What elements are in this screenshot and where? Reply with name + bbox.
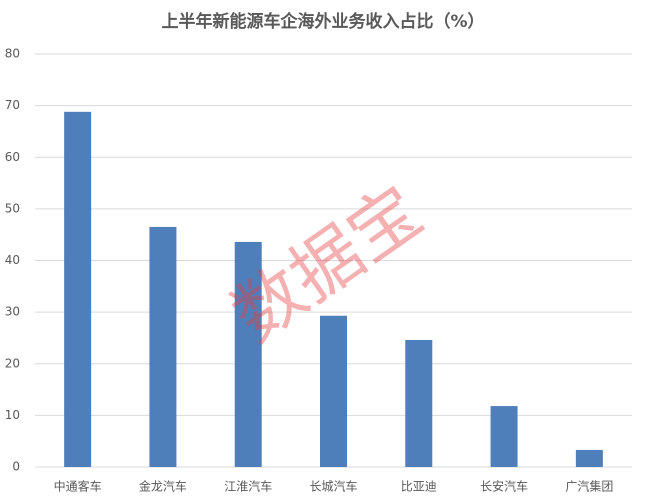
x-tick-label: 金龙汽车 [139, 479, 187, 494]
y-tick-label: 20 [5, 356, 20, 370]
y-tick-label: 10 [5, 408, 20, 422]
bar [320, 315, 347, 467]
x-tick-label: 广汽集团 [565, 479, 613, 494]
y-tick-label: 50 [5, 201, 20, 215]
bar [575, 449, 603, 467]
x-tick-label: 中通客车 [54, 479, 102, 494]
y-tick-label: 80 [5, 47, 20, 61]
x-tick-label: 长城汽车 [309, 479, 357, 494]
y-tick-label: 70 [5, 98, 20, 112]
bar [490, 406, 518, 467]
x-tick-label: 长安汽车 [480, 479, 528, 494]
y-tick-label: 60 [5, 150, 20, 164]
bar [405, 340, 433, 467]
bar [149, 226, 177, 467]
y-tick-label: 30 [5, 305, 20, 319]
y-tick-label: 0 [12, 460, 20, 474]
bar [64, 111, 92, 467]
x-tick-label: 江淮汽车 [224, 479, 272, 494]
chart-title: 上半年新能源车企海外业务收入占比（%） [161, 11, 484, 32]
bar [234, 241, 262, 467]
x-tick-label: 比亚迪 [401, 480, 437, 494]
y-tick-label: 40 [5, 253, 20, 267]
